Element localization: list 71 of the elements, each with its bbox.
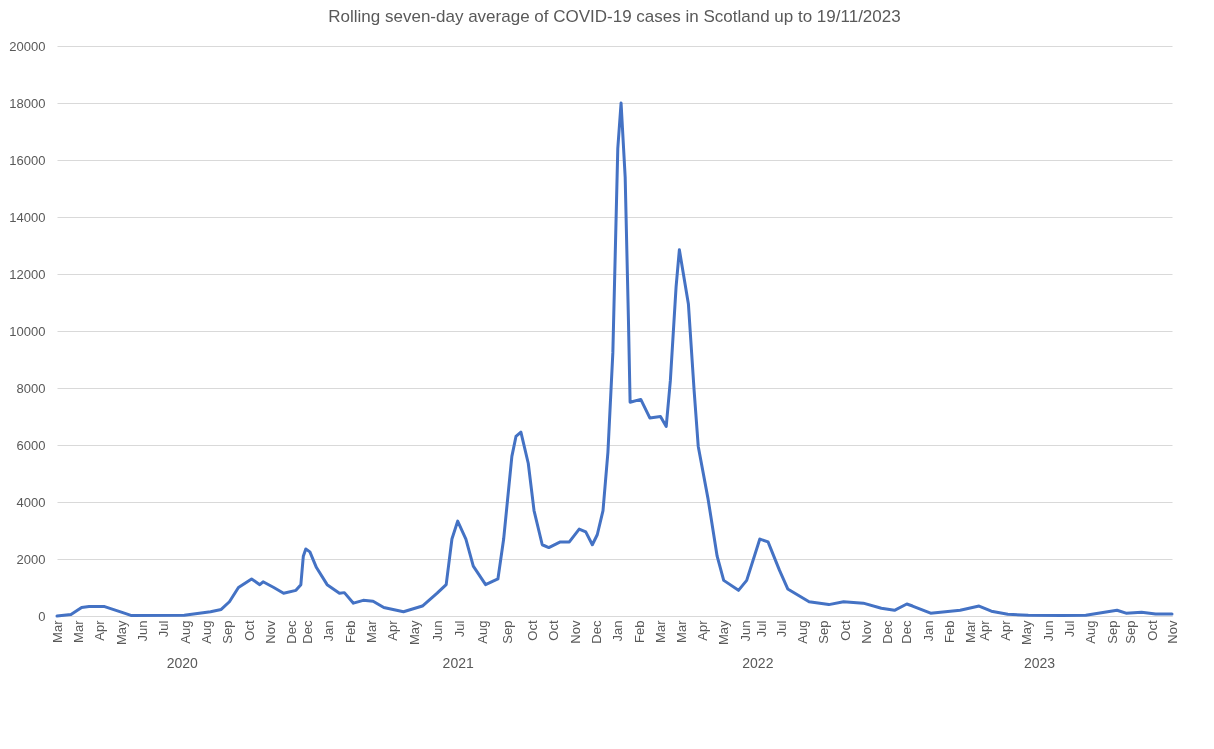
line-series bbox=[55, 101, 1174, 618]
x2-tick-label: 2023 bbox=[1023, 654, 1056, 671]
x-tick-label: Dec bbox=[284, 620, 300, 644]
y-tick-label: 0 bbox=[38, 608, 46, 624]
x-tick-label: Oct bbox=[546, 620, 562, 641]
x-tick-label: Apr bbox=[694, 619, 710, 641]
x-tick-label: Feb bbox=[941, 620, 957, 643]
y-tick-label: 6000 bbox=[16, 437, 46, 453]
x-tick-label: Dec bbox=[299, 620, 315, 644]
y-tick-label: 20000 bbox=[9, 38, 46, 54]
x-tick-label: Jun bbox=[737, 620, 753, 642]
x-tick-label: Apr bbox=[977, 619, 993, 641]
x-tick-label: Jan bbox=[610, 620, 626, 642]
x-tick-label: Mar bbox=[673, 619, 689, 643]
x-tick-label: Nov bbox=[859, 620, 875, 644]
x2-tick-label: 2022 bbox=[742, 654, 774, 671]
x-tick-label: Dec bbox=[588, 620, 604, 644]
x-tick-label: Jun bbox=[134, 620, 150, 642]
x-tick-label: Sep bbox=[816, 620, 832, 644]
x-tick-label: Feb bbox=[342, 620, 358, 643]
x-tick-label: Sep bbox=[500, 620, 516, 644]
x-tick-label: Mar bbox=[963, 619, 979, 643]
x-tick-label: Aug bbox=[177, 620, 193, 644]
x-tick-label: Jul bbox=[156, 620, 172, 638]
x-tick-label: Mar bbox=[652, 619, 668, 643]
x-tick-label: Jul bbox=[1061, 620, 1077, 638]
y-tick-label: 18000 bbox=[9, 95, 46, 111]
x-tick-label: Mar bbox=[49, 619, 65, 643]
y-tick-label: 2000 bbox=[16, 551, 46, 567]
x-tick-label: Jul bbox=[451, 620, 467, 638]
x-tick-label: May bbox=[113, 620, 129, 646]
x-tick-label: Jan bbox=[321, 620, 337, 642]
x-tick-label: May bbox=[716, 620, 732, 646]
x-tick-label: Apr bbox=[385, 619, 401, 641]
x-tick-label: Oct bbox=[1144, 620, 1160, 641]
y-tick-label: 12000 bbox=[9, 266, 46, 282]
x-tick-label: Mar bbox=[363, 619, 379, 643]
x-tick-label: Jun bbox=[1040, 620, 1056, 642]
x-tick-label: Oct bbox=[524, 620, 540, 641]
x-tick-label: Aug bbox=[474, 620, 490, 644]
x-tick-label: Nov bbox=[262, 620, 278, 644]
x-tick-label: Nov bbox=[567, 620, 583, 644]
y-tick-label: 14000 bbox=[9, 209, 46, 225]
x-tick-label: Jan bbox=[920, 620, 936, 642]
x-tick-label: Jun bbox=[430, 620, 446, 642]
x-tick-label: Apr bbox=[92, 619, 108, 641]
y-tick-label: 10000 bbox=[9, 323, 46, 339]
y-tick-label: 8000 bbox=[16, 380, 46, 396]
x-tick-label: May bbox=[1019, 620, 1035, 646]
x-tick-label: Nov bbox=[1164, 620, 1180, 644]
x-tick-label: Dec bbox=[880, 620, 896, 644]
x-tick-label: Aug bbox=[198, 620, 214, 644]
x-tick-label: Oct bbox=[837, 620, 853, 641]
x-tick-label: Dec bbox=[899, 620, 915, 644]
y-tick-label: 4000 bbox=[16, 494, 46, 510]
x-tick-label: Aug bbox=[795, 620, 811, 644]
y-tick-label: 16000 bbox=[9, 152, 46, 168]
x-tick-label: Mar bbox=[70, 619, 86, 643]
x2-tick-label: 2020 bbox=[166, 654, 199, 671]
x-tick-label: Oct bbox=[241, 620, 257, 641]
x-tick-label: Sep bbox=[1104, 620, 1120, 644]
x-tick-label: Apr bbox=[997, 619, 1013, 641]
x-tick-label: Jul bbox=[773, 620, 789, 638]
x-tick-label: Sep bbox=[1123, 620, 1139, 644]
x-tick-label: May bbox=[406, 620, 422, 646]
x-tick-label: Aug bbox=[1083, 620, 1099, 644]
x-tick-label: Sep bbox=[220, 620, 236, 644]
x2-tick-label: 2021 bbox=[442, 654, 474, 671]
chart-title: Rolling seven-day average of COVID-19 cases in Scotland up to 19/11/2023 bbox=[328, 7, 901, 26]
x-tick-label: Jul bbox=[753, 620, 769, 638]
x-tick-label: Feb bbox=[631, 620, 647, 643]
